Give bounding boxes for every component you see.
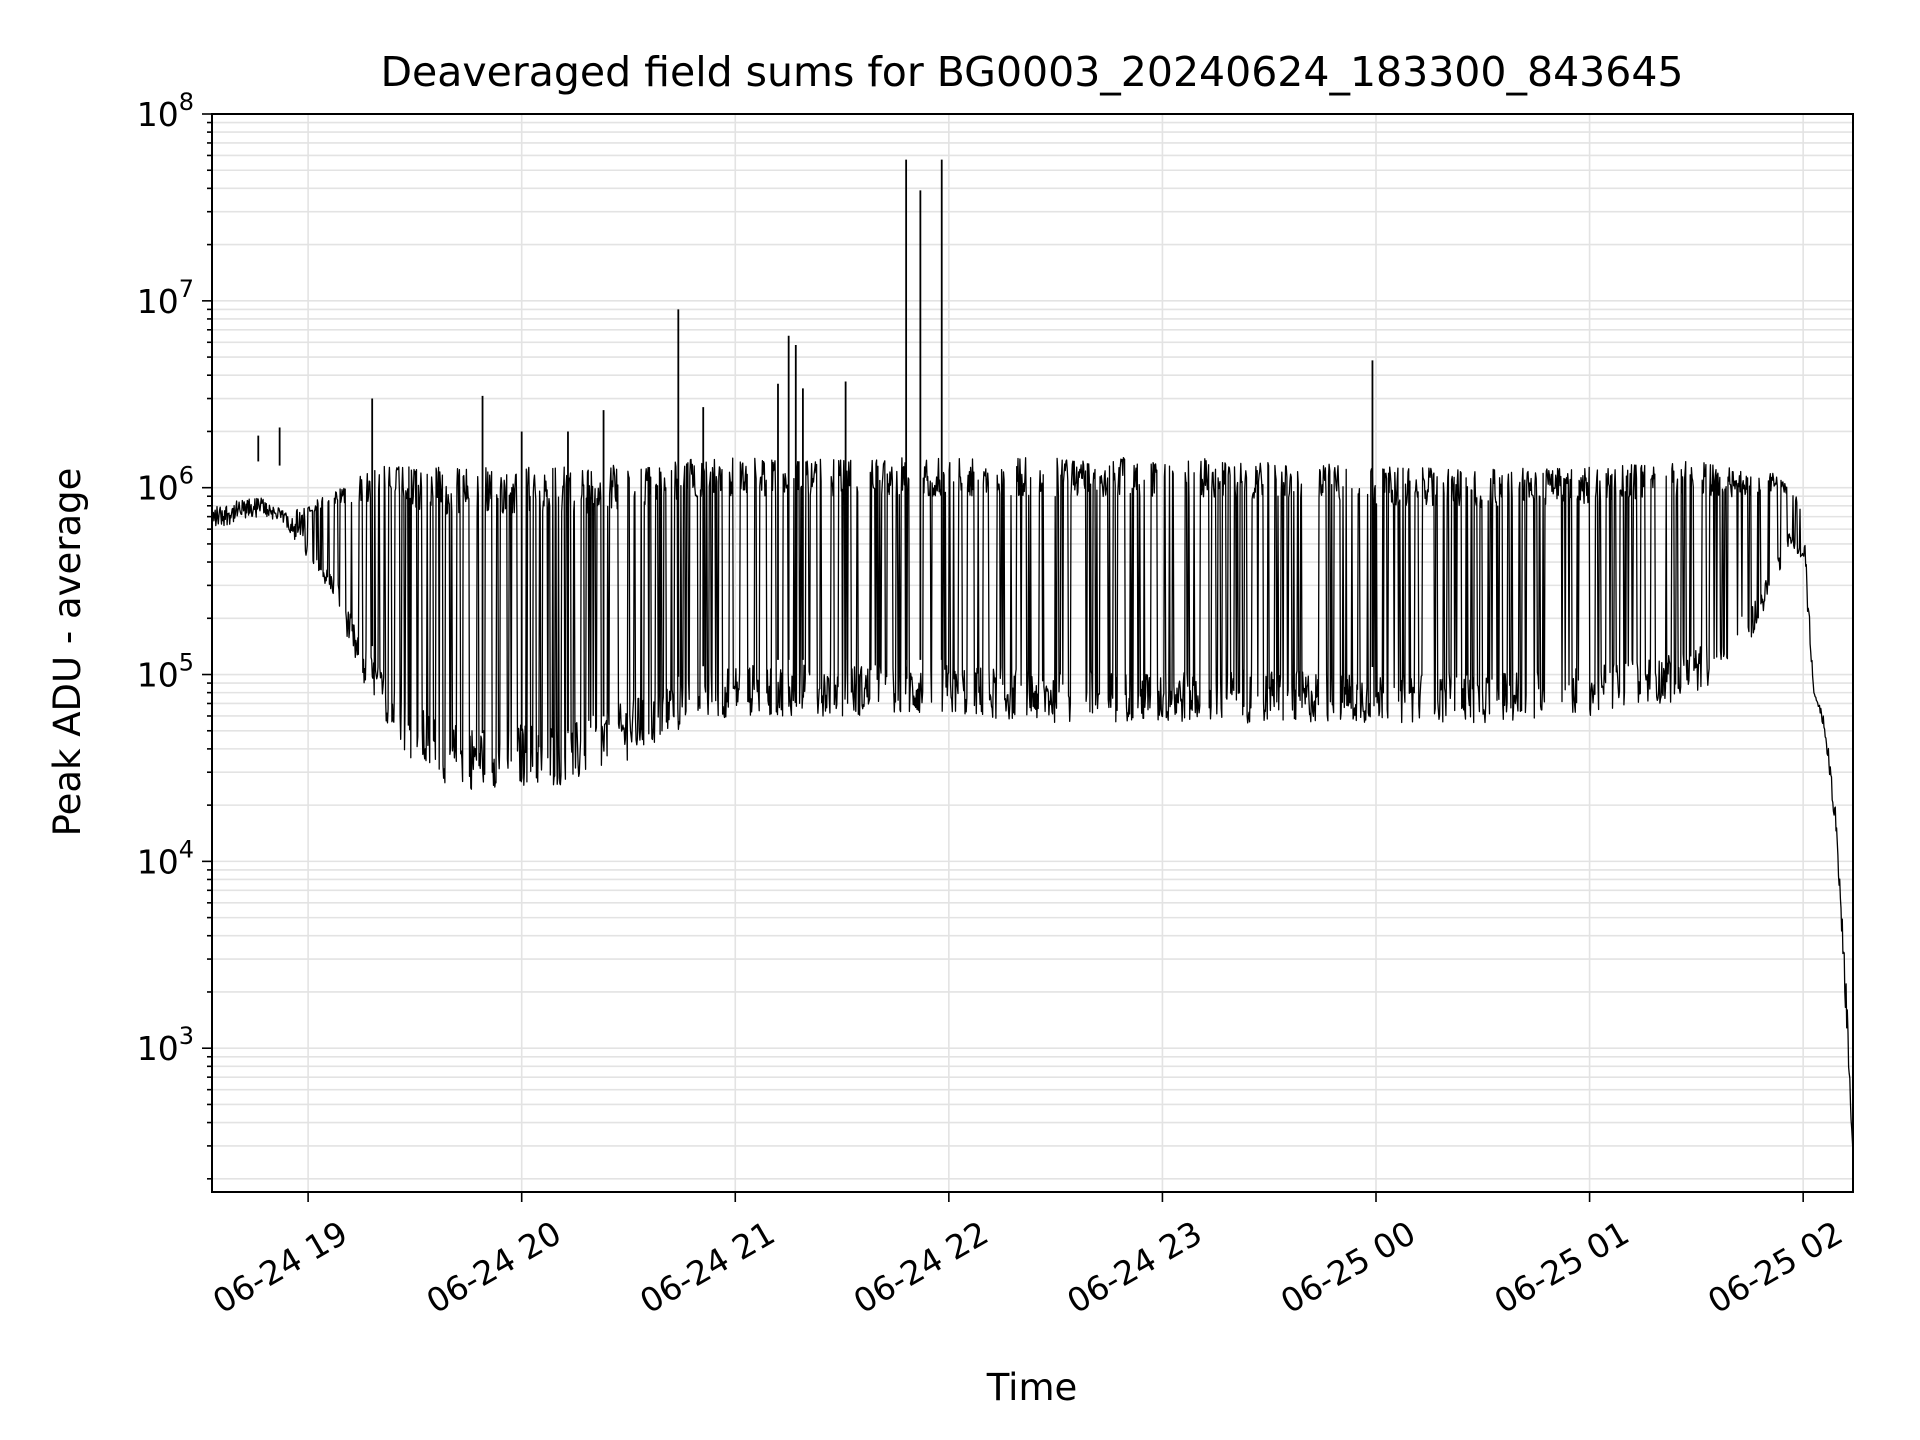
chart-title: Deaveraged field sums for BG0003_2024062… (380, 48, 1683, 96)
y-tick-label: 107 (137, 275, 194, 321)
y-axis-label: Peak ADU - average (46, 468, 89, 837)
y-tick-label: 105 (137, 649, 194, 695)
series-line (211, 456, 1854, 1154)
y-tick-label: 103 (137, 1022, 194, 1068)
data-series (211, 159, 1854, 1154)
y-tick-label: 108 (137, 88, 194, 134)
y-tick-label: 106 (137, 462, 194, 508)
plot-frame (211, 113, 1854, 1193)
x-axis-label: Time (986, 1366, 1078, 1409)
y-tick-label: 104 (137, 835, 194, 881)
